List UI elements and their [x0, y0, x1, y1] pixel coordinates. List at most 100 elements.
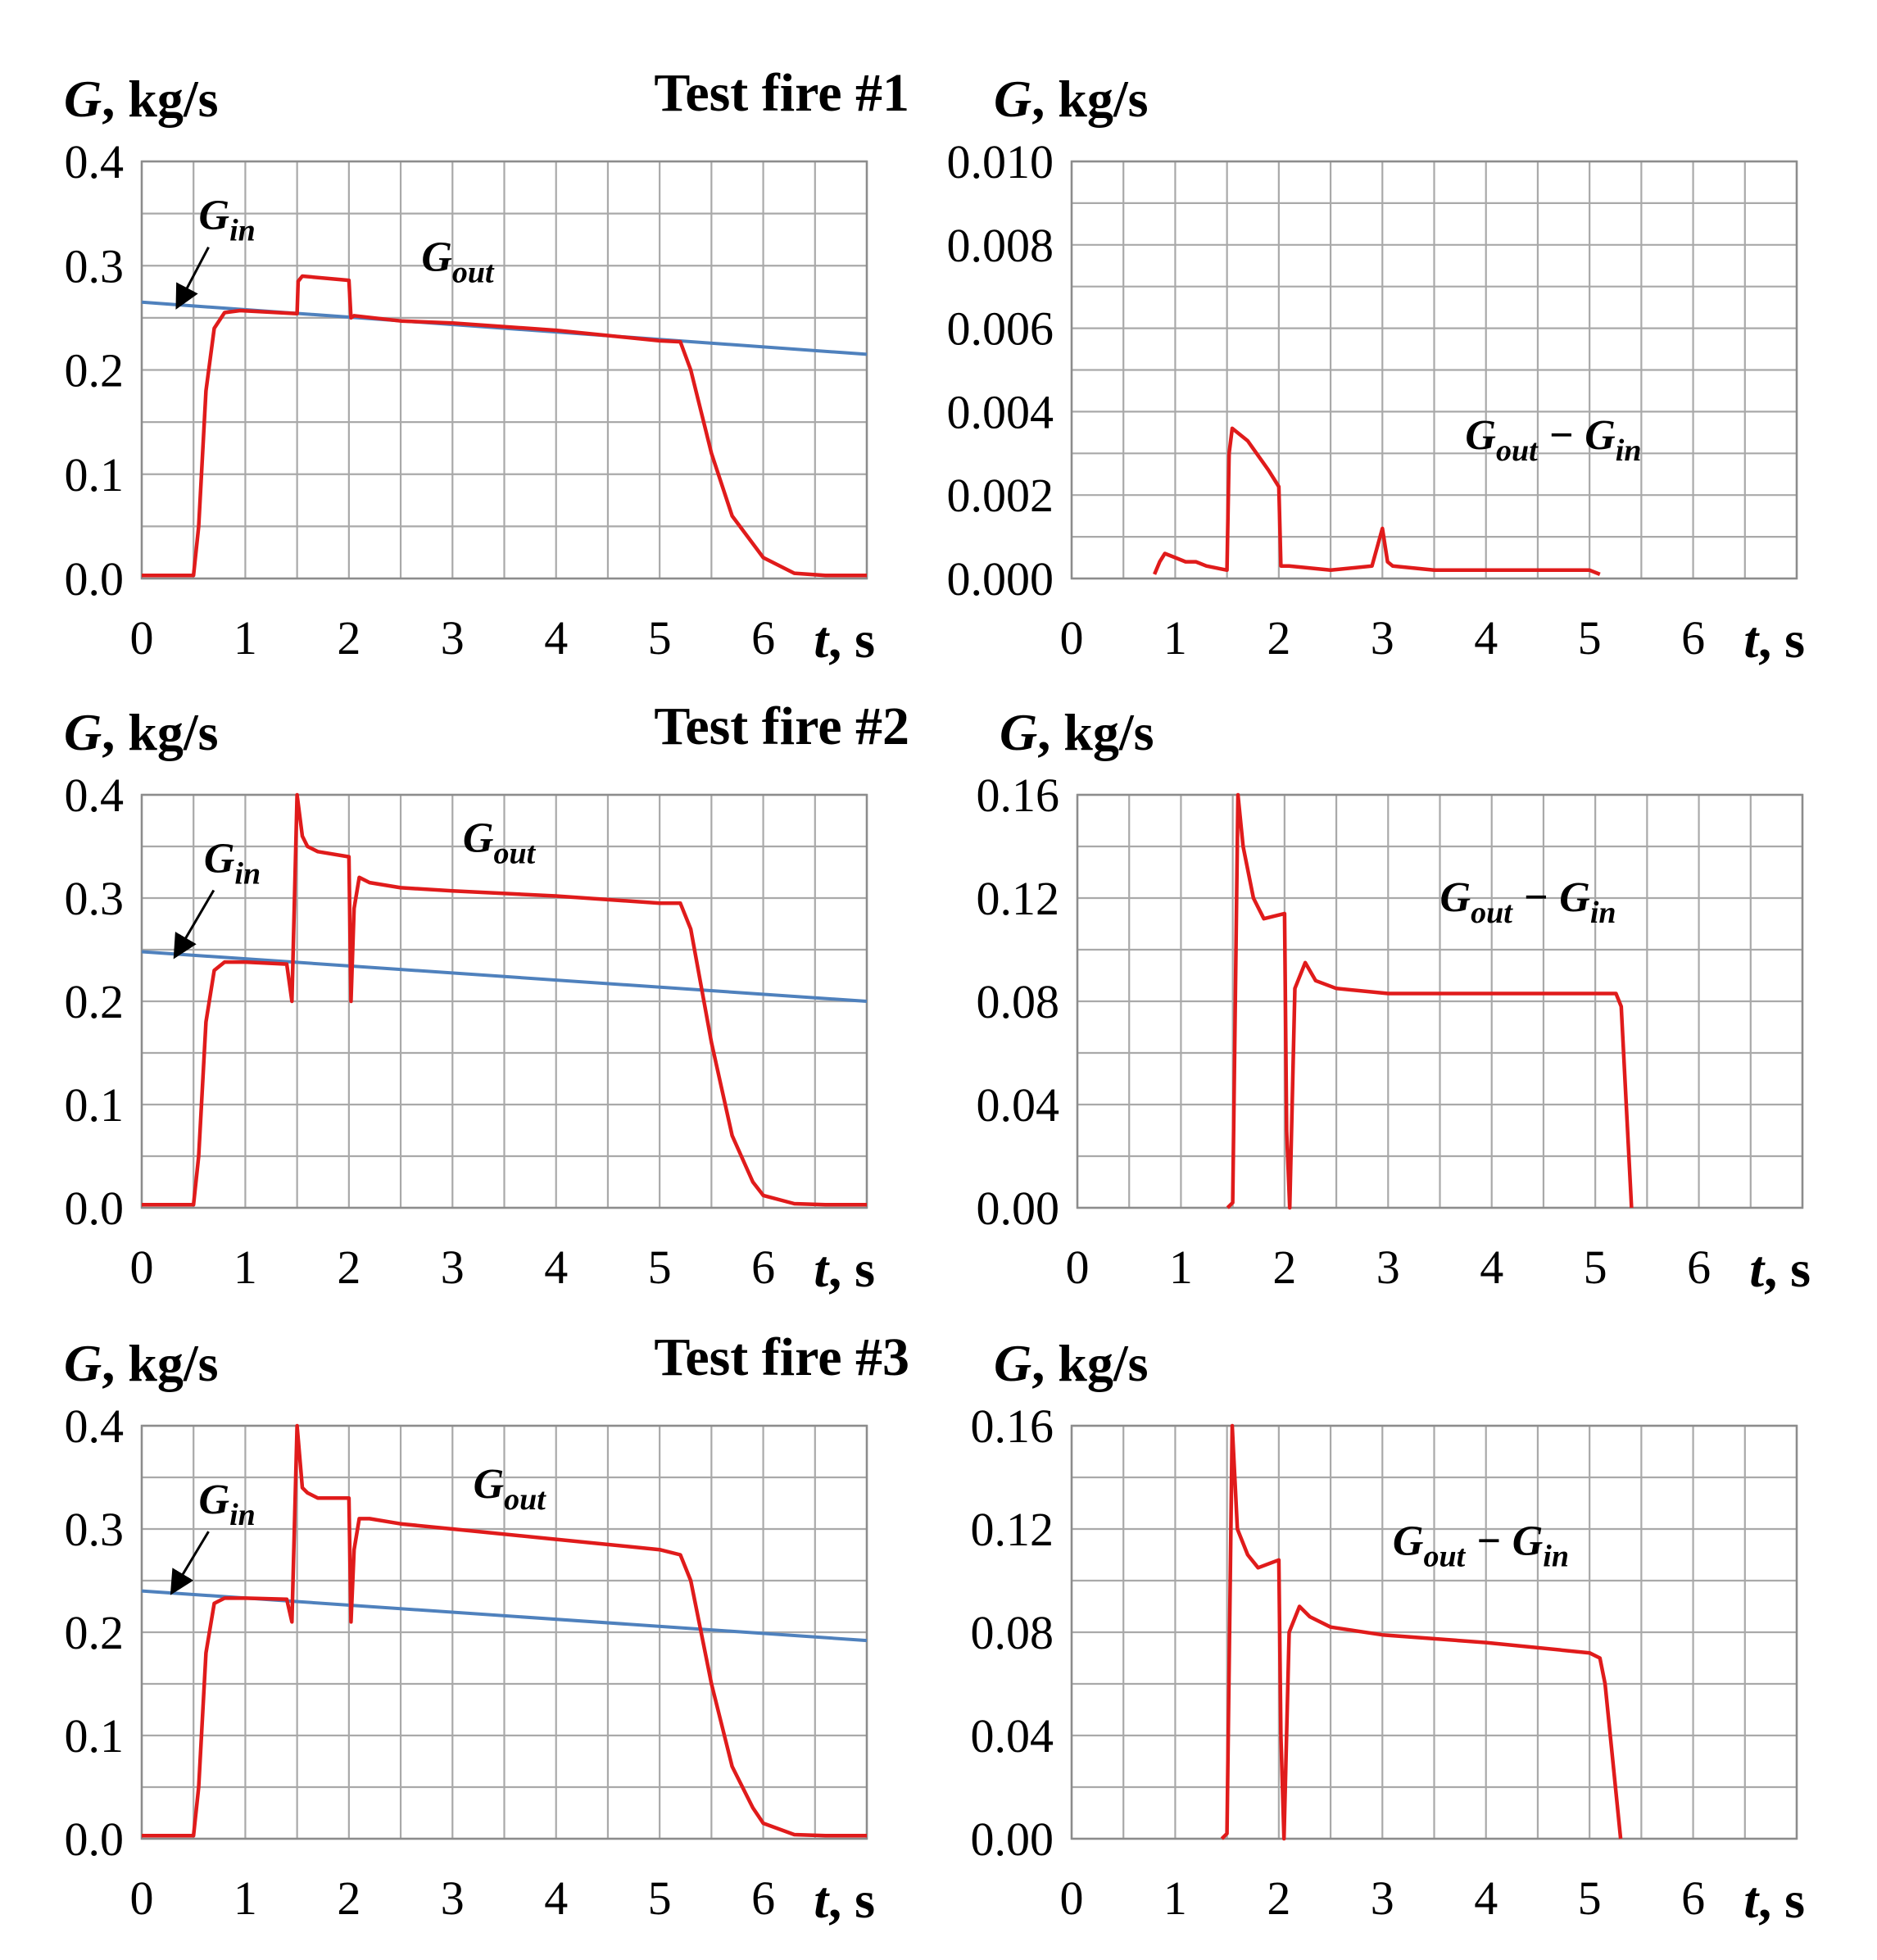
- annotation-var: G: [1440, 874, 1471, 921]
- annotation-label: Gout − Gin: [1465, 412, 1641, 468]
- annotation-sub: out: [1496, 433, 1539, 468]
- annotation-label: Gout: [421, 234, 495, 290]
- x-tick-label: 6: [751, 611, 775, 665]
- annotation-var2: G: [1512, 1518, 1544, 1565]
- annotation-sub2: in: [1590, 896, 1616, 930]
- annotation-sub: in: [229, 214, 256, 248]
- panel-3-1: 0.00.10.20.30.40 1 2 3 4 5 6 t, sG, kg/s Test fi…: [64, 1327, 909, 1929]
- annotation-label: Gout: [474, 1461, 547, 1517]
- y-axis-label: G, kg/s: [64, 70, 219, 128]
- annotation-arrow: [175, 247, 210, 310]
- x-tick-label: 4: [1474, 1872, 1498, 1925]
- annotation-arrow: [170, 1531, 210, 1595]
- y-tick-label: 0.4: [65, 769, 125, 822]
- y-axis-label-unit: , kg/s: [102, 70, 218, 128]
- annotation-var: G: [1393, 1518, 1424, 1565]
- x-axis-label: t, s: [1743, 610, 1805, 669]
- x-tick-label: 6: [1681, 1872, 1705, 1925]
- y-axis-label-var: G: [1000, 703, 1037, 761]
- x-tick-label: 5: [1584, 1241, 1607, 1294]
- x-tick-label: 4: [1480, 1241, 1503, 1294]
- panel-3-2: 0.000.040.080.120.160 1 2 3 4 5 6 t, sG, kg/sGo…: [971, 1334, 1806, 1929]
- x-tick-label: 3: [1371, 1872, 1394, 1925]
- y-axis-label-unit: , kg/s: [1031, 70, 1148, 128]
- y-tick-label: 0.08: [977, 975, 1060, 1028]
- annotation-var: G: [1465, 412, 1496, 459]
- y-tick-label: 0.3: [65, 872, 125, 925]
- y-tick-label: 0.004: [947, 385, 1054, 438]
- x-axis-label-var: t: [1743, 610, 1760, 669]
- annotation-label: Gin: [199, 1477, 256, 1532]
- y-axis-label: G, kg/s: [994, 1334, 1149, 1392]
- y-tick-label: 0.3: [65, 239, 125, 293]
- y-axis-label-unit: , kg/s: [1037, 703, 1154, 761]
- y-tick-label: 0.2: [65, 975, 125, 1028]
- x-tick-label: 1: [1163, 1872, 1187, 1925]
- panel-1-1: 0.00.10.20.30.40 1 2 3 4 5 6 t, sG, kg/s Test fi…: [64, 63, 909, 669]
- x-tick-label: 6: [751, 1241, 775, 1294]
- x-axis-label-var: t: [814, 610, 830, 669]
- y-tick-label: 0.04: [977, 1078, 1060, 1132]
- y-axis-label: G, kg/s: [64, 703, 219, 761]
- annotation-var: G: [199, 193, 230, 239]
- annotation-sub: in: [229, 1498, 256, 1532]
- y-tick-label: 0.4: [65, 1400, 125, 1453]
- y-tick-label: 0.0: [65, 552, 125, 606]
- x-tick-label: 6: [1681, 611, 1705, 665]
- x-axis-label-unit: , s: [1764, 1240, 1811, 1298]
- x-tick-label: 2: [1272, 1241, 1296, 1294]
- y-axis-label-var: G: [64, 703, 102, 761]
- x-tick-label: 4: [544, 1241, 568, 1294]
- y-axis-label-var: G: [64, 70, 102, 128]
- x-tick-label: 5: [1578, 1872, 1602, 1925]
- chart-title: Test fire #3: [654, 1327, 909, 1387]
- x-tick-label: 4: [1474, 611, 1498, 665]
- x-axis-label: t, s: [1749, 1240, 1811, 1298]
- annotation-sub: out: [504, 1482, 546, 1517]
- x-tick-label: 1: [233, 611, 257, 665]
- x-tick-label: 1: [1163, 611, 1187, 665]
- series-line-g-out: [1220, 1423, 1623, 1841]
- y-axis-label-var: G: [994, 70, 1031, 128]
- x-axis-label-var: t: [1749, 1240, 1766, 1298]
- plot-frame: [1076, 793, 1804, 1209]
- y-tick-label: 0.4: [65, 135, 125, 188]
- y-tick-label: 0.0: [65, 1813, 125, 1866]
- annotation-sub: out: [1471, 896, 1513, 930]
- y-tick-label: 0.16: [971, 1400, 1054, 1453]
- y-tick-label: 0.008: [947, 219, 1054, 272]
- y-tick-label: 0.12: [977, 872, 1060, 925]
- x-axis-label: t, s: [1743, 1871, 1805, 1929]
- x-tick-label: 4: [544, 611, 568, 665]
- x-tick-label: 2: [1267, 1872, 1290, 1925]
- x-tick-label: 3: [1376, 1241, 1400, 1294]
- annotation-var: G: [199, 1477, 230, 1523]
- x-axis-label-var: t: [1743, 1871, 1760, 1929]
- y-axis-label: G, kg/s: [64, 1334, 219, 1392]
- annotation-arrow: [173, 889, 215, 960]
- y-tick-label: 0.010: [947, 135, 1054, 188]
- x-axis-label: t, s: [814, 1871, 875, 1929]
- annotation-label: Gin: [204, 836, 261, 892]
- chart-title: Test fire #1: [654, 63, 909, 123]
- x-tick-label: 3: [441, 1872, 465, 1925]
- x-axis-label-unit: , s: [828, 610, 875, 669]
- annotation-var2: G: [1559, 874, 1590, 921]
- annotation-minus: −: [1512, 874, 1560, 921]
- annotation-var2: G: [1585, 412, 1616, 459]
- plot-frame: [1070, 160, 1798, 580]
- panel-2-2: 0.000.040.080.120.160 1 2 3 4 5 6 t, sG, kg/sGo…: [977, 703, 1811, 1298]
- annotation-sub2: in: [1543, 1540, 1569, 1574]
- plot-frame: [140, 1424, 868, 1840]
- y-tick-label: 0.2: [65, 344, 125, 397]
- y-axis-label-unit: , kg/s: [1031, 1334, 1148, 1392]
- y-tick-label: 0.00: [977, 1182, 1060, 1235]
- annotation-sub2: in: [1616, 433, 1642, 468]
- y-tick-label: 0.1: [65, 1078, 125, 1132]
- series-line-g-out: [142, 1423, 867, 1838]
- annotation-minus: −: [1538, 412, 1585, 459]
- x-tick-label: 5: [1578, 611, 1602, 665]
- x-tick-label: 3: [441, 611, 465, 665]
- x-tick-label: 1: [1169, 1241, 1193, 1294]
- y-tick-label: 0.002: [947, 469, 1054, 522]
